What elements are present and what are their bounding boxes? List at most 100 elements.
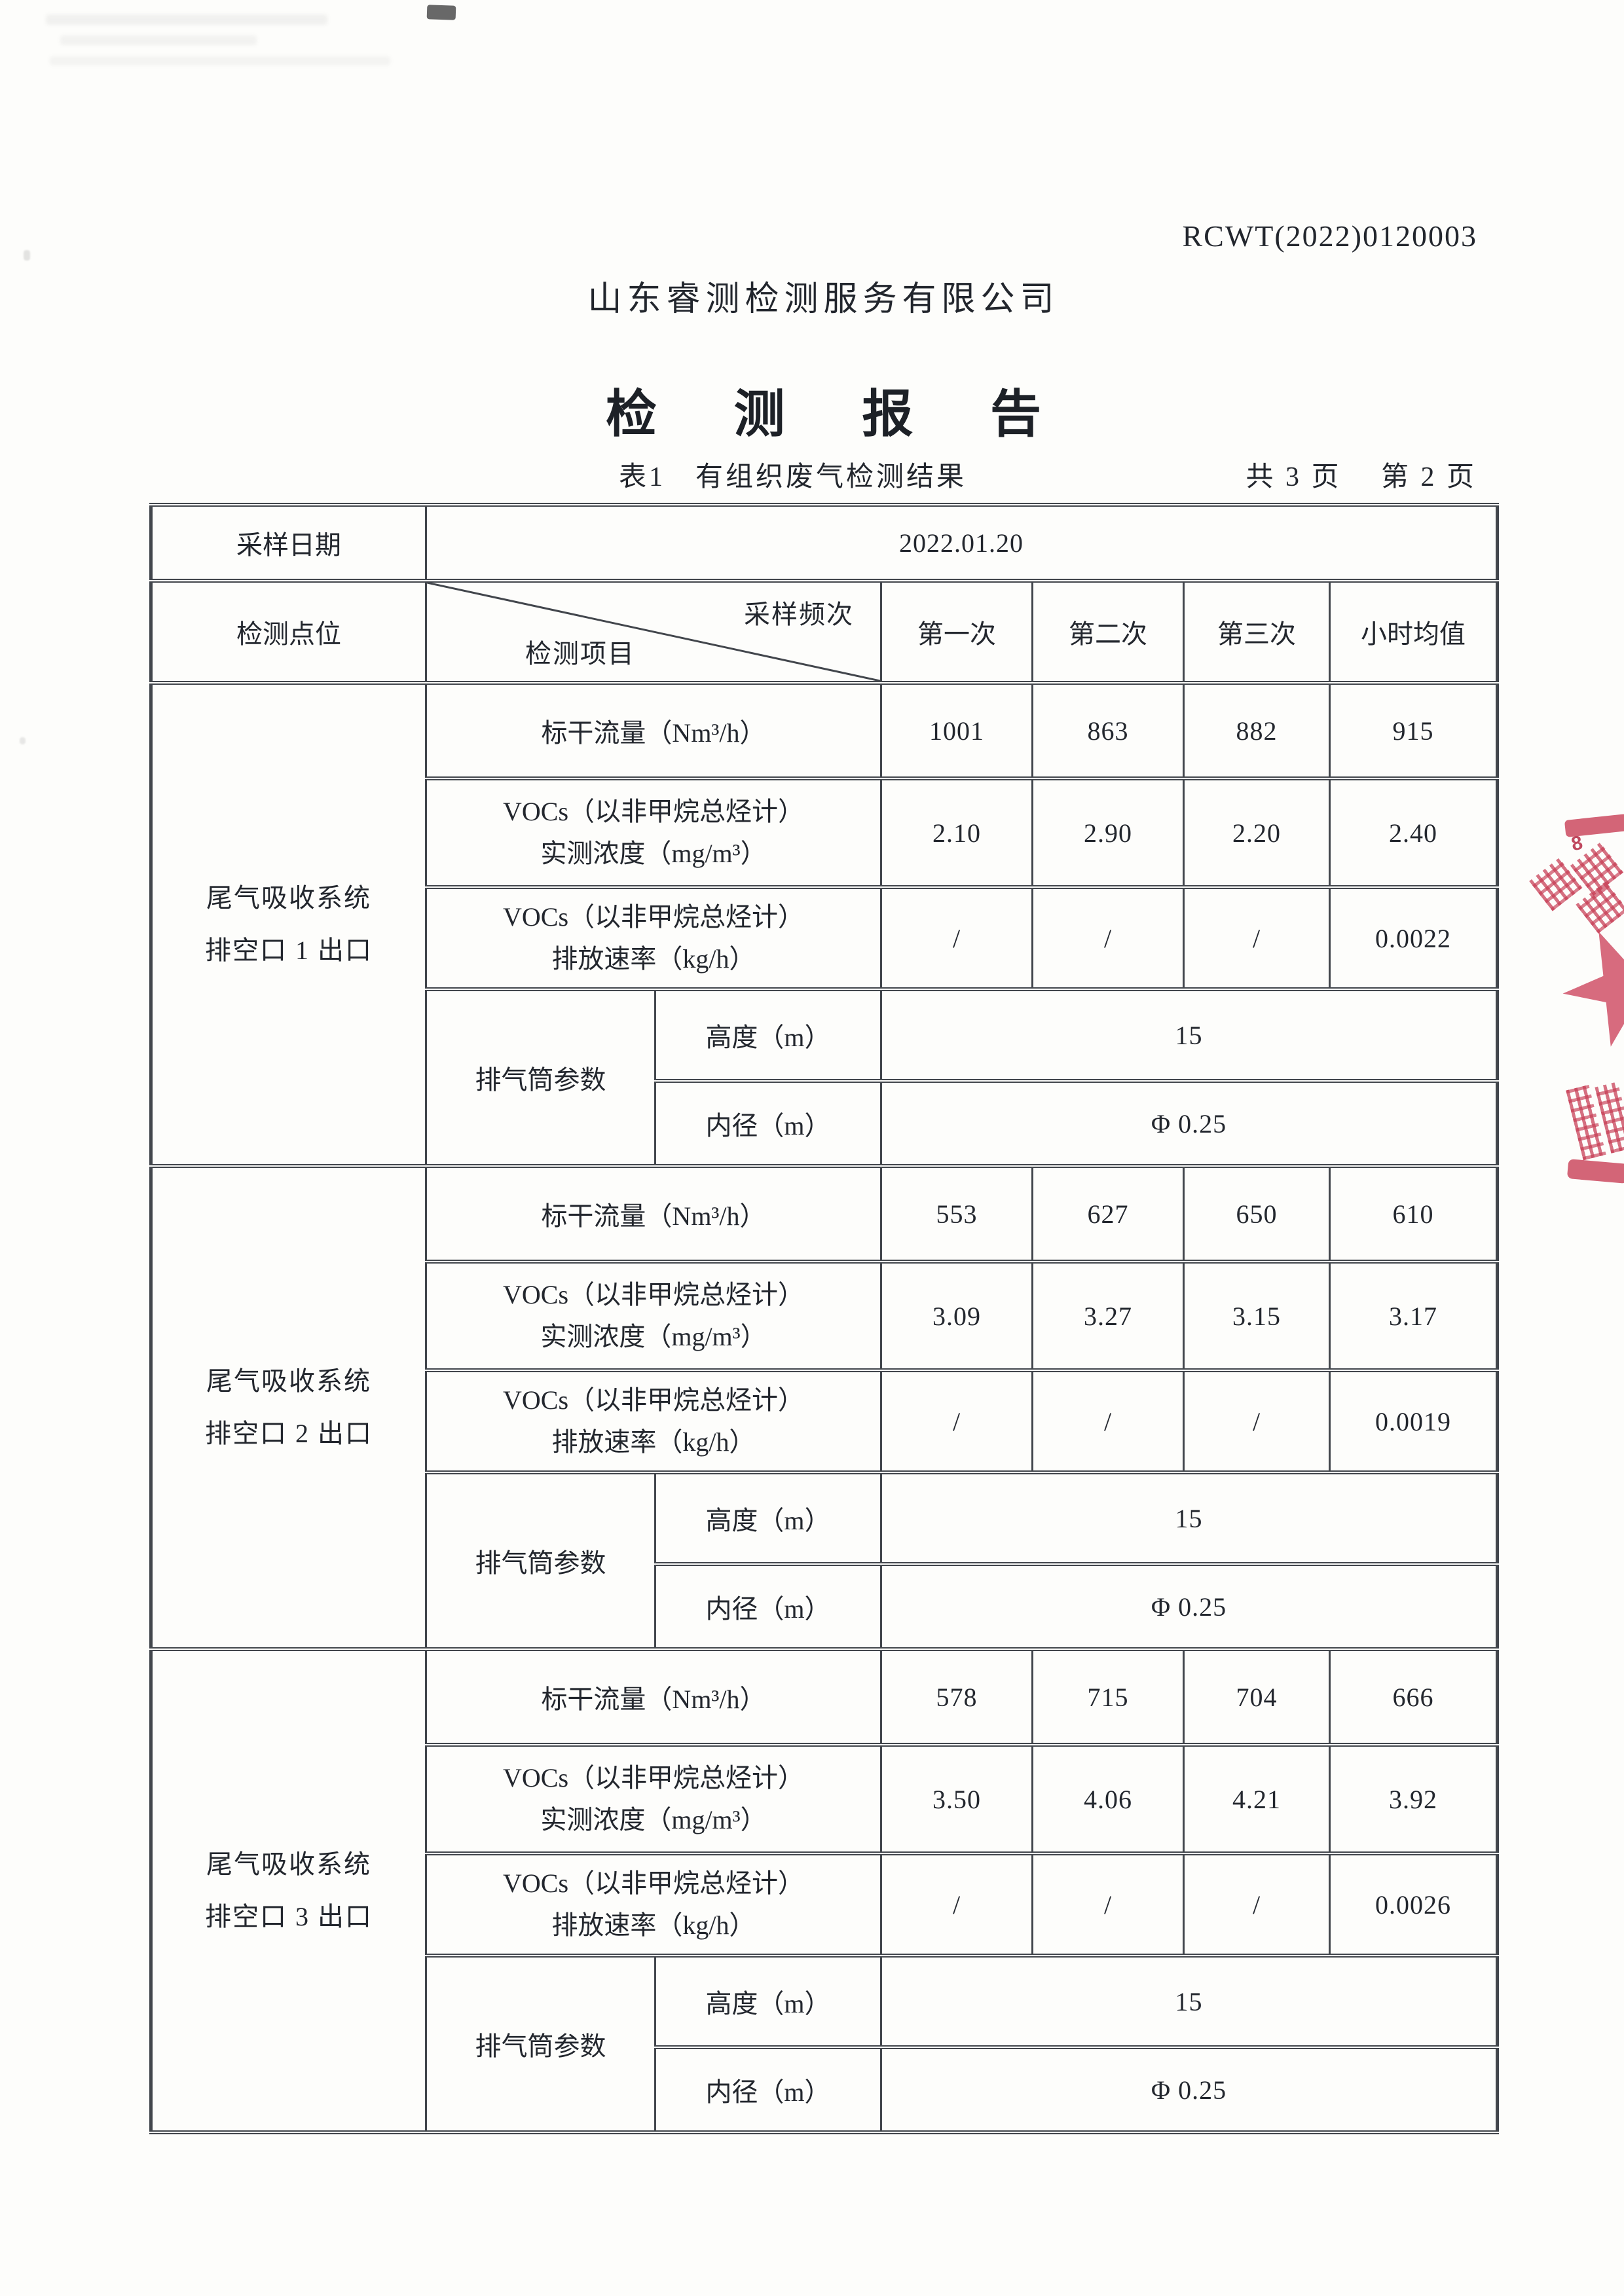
table-row: 内径（m） Φ 0.25 xyxy=(151,1079,1499,1168)
vocs-label-line2: 排放速率（kg/h） xyxy=(551,1910,756,1940)
rate-value: / xyxy=(880,1851,1033,1958)
flow-value: 650 xyxy=(1183,1164,1331,1264)
conc-value: 2.20 xyxy=(1183,776,1331,889)
height-label: 高度（m） xyxy=(654,1954,882,2049)
rate-value: / xyxy=(1183,1368,1331,1474)
monitor-point-line2: 排空口 1 出口 xyxy=(205,936,373,965)
table-row: 尾气吸收系统 排空口 3 出口 标干流量（Nm³/h） 578 715 704 … xyxy=(150,1647,1499,2134)
vocs-label-line2: 排放速率（kg/h） xyxy=(551,944,756,974)
page-number-info: 共 3 页 第 2 页 xyxy=(1246,462,1477,492)
conc-value: 2.40 xyxy=(1328,776,1499,889)
flow-value: 915 xyxy=(1328,681,1499,780)
stack-params-label: 排气筒参数 xyxy=(425,1954,656,2134)
table-row: 排气筒参数 高度（m） 15 xyxy=(151,1954,1499,2134)
conc-value: 3.09 xyxy=(880,1260,1033,1372)
flow-value: 704 xyxy=(1183,1647,1331,1747)
table-row: VOCs（以非甲烷总烃计） 排放速率（kg/h） / / / 0.0026 xyxy=(151,1851,1499,1958)
scan-speck xyxy=(24,250,30,261)
flow-value: 627 xyxy=(1031,1164,1185,1264)
flow-value: 553 xyxy=(880,1164,1033,1264)
table-row: 排气筒参数 高度（m） 15 xyxy=(151,1470,1499,1651)
vocs-concentration-label: VOCs（以非甲烷总烃计） 实测浓度（mg/m³） xyxy=(425,776,882,889)
sampling-date-label: 采样日期 xyxy=(150,503,427,583)
flow-label: 标干流量（Nm³/h） xyxy=(425,1647,882,1747)
results-table: 采样日期 2022.01.20 检测点位 采样频次 检测项目 第一次 第二次 第… xyxy=(149,503,1500,2134)
vocs-label-line1: VOCs（以非甲烷总烃计） xyxy=(502,902,805,932)
vocs-label-line1: VOCs（以非甲烷总烃计） xyxy=(502,797,805,826)
freq-header-avg: 小时均值 xyxy=(1328,579,1499,685)
rate-value: / xyxy=(1183,1851,1331,1958)
report-number: RCWT(2022)0120003 xyxy=(1182,219,1477,253)
conc-value: 2.90 xyxy=(1031,776,1185,889)
monitor-point-line2: 排空口 3 出口 xyxy=(205,1902,373,1931)
diameter-label: 内径（m） xyxy=(654,1079,882,1168)
scan-speck xyxy=(20,737,26,744)
bleedthrough-artifact xyxy=(46,14,327,25)
table-row: 尾气吸收系统 排空口 1 出口 标干流量（Nm³/h） 1001 863 882… xyxy=(150,681,1499,1168)
vocs-concentration-label: VOCs（以非甲烷总烃计） 实测浓度（mg/m³） xyxy=(425,1743,882,1855)
sampling-date-value: 2022.01.20 xyxy=(424,503,1499,583)
rate-value: / xyxy=(880,885,1033,991)
point-column-label: 检测点位 xyxy=(150,579,427,685)
rate-value: / xyxy=(1183,885,1331,991)
table-row: VOCs（以非甲烷总烃计） 实测浓度（mg/m³） 3.50 4.06 4.21… xyxy=(151,1743,1499,1855)
vocs-rate-label: VOCs（以非甲烷总烃计） 排放速率（kg/h） xyxy=(425,1368,882,1474)
monitor-point-2: 尾气吸收系统 排空口 2 出口 xyxy=(150,1164,427,1651)
diameter-value: Φ 0.25 xyxy=(879,1562,1499,1651)
rate-value: 0.0026 xyxy=(1328,1851,1499,1958)
flow-label: 标干流量（Nm³/h） xyxy=(425,681,882,780)
monitor-point-line1: 尾气吸收系统 xyxy=(206,883,371,913)
flow-label: 标干流量（Nm³/h） xyxy=(425,1164,882,1264)
height-value: 15 xyxy=(879,987,1499,1083)
vocs-label-line1: VOCs（以非甲烷总烃计） xyxy=(502,1280,805,1309)
conc-value: 4.06 xyxy=(1031,1743,1185,1855)
flow-value: 715 xyxy=(1031,1647,1185,1747)
diag-header-item: 检测项目 xyxy=(525,639,635,668)
company-name: 山东睿测检测服务有限公司 xyxy=(587,281,1060,318)
vocs-rate-label: VOCs（以非甲烷总烃计） 排放速率（kg/h） xyxy=(425,1851,882,1958)
rate-value: / xyxy=(1031,885,1185,991)
flow-value: 863 xyxy=(1031,681,1185,780)
conc-value: 3.50 xyxy=(880,1743,1033,1855)
vocs-label-line1: VOCs（以非甲烷总烃计） xyxy=(502,1868,805,1898)
monitor-point-3: 尾气吸收系统 排空口 3 出口 xyxy=(150,1647,427,2134)
vocs-label-line2: 实测浓度（mg/m³） xyxy=(540,1322,767,1351)
rate-value: 0.0019 xyxy=(1328,1368,1499,1474)
flow-value: 666 xyxy=(1328,1647,1499,1747)
monitor-point-1: 尾气吸收系统 排空口 1 出口 xyxy=(150,681,427,1168)
seal-text-fragment-lower xyxy=(1566,1078,1624,1164)
conc-value: 3.15 xyxy=(1183,1260,1331,1372)
diameter-value: Φ 0.25 xyxy=(879,2045,1499,2134)
table-row: 尾气吸收系统 排空口 2 出口 标干流量（Nm³/h） 553 627 650 … xyxy=(150,1164,1499,1651)
height-label: 高度（m） xyxy=(654,987,882,1083)
diagonal-line xyxy=(427,583,880,681)
report-title: 检 测 报 告 xyxy=(605,385,1073,443)
vocs-label-line2: 实测浓度（mg/m³） xyxy=(540,839,767,868)
vocs-concentration-label: VOCs（以非甲烷总烃计） 实测浓度（mg/m³） xyxy=(425,1260,882,1372)
height-label: 高度（m） xyxy=(654,1470,882,1566)
flow-value: 1001 xyxy=(880,681,1033,780)
vocs-label-line1: VOCs（以非甲烷总烃计） xyxy=(502,1763,805,1793)
conc-value: 2.10 xyxy=(880,776,1033,889)
stack-params-label: 排气筒参数 xyxy=(425,987,656,1168)
conc-value: 3.92 xyxy=(1328,1743,1499,1855)
bleedthrough-artifact xyxy=(50,56,390,65)
table-row: 内径（m） Φ 0.25 xyxy=(151,1562,1499,1651)
diameter-label: 内径（m） xyxy=(654,2045,882,2134)
rate-value: / xyxy=(1031,1851,1185,1958)
freq-header-2: 第二次 xyxy=(1031,579,1185,685)
bleedthrough-artifact xyxy=(60,35,257,45)
diagonal-header-cell: 采样频次 检测项目 xyxy=(425,579,882,685)
table-caption: 表1 有组织废气检测结果 xyxy=(619,462,967,492)
vocs-label-line2: 实测浓度（mg/m³） xyxy=(540,1805,767,1834)
monitor-point-line2: 排空口 2 出口 xyxy=(205,1419,373,1448)
diameter-value: Φ 0.25 xyxy=(879,1079,1499,1168)
table-row: 排气筒参数 高度（m） 15 xyxy=(151,987,1499,1168)
conc-value: 4.21 xyxy=(1183,1743,1331,1855)
flow-value: 578 xyxy=(880,1647,1033,1747)
header-row: 检测点位 采样频次 检测项目 第一次 第二次 第三次 小时均值 xyxy=(150,579,1499,685)
seal-stroke xyxy=(1576,881,1624,934)
vocs-label-line1: VOCs（以非甲烷总烃计） xyxy=(502,1385,805,1415)
monitor-point-line1: 尾气吸收系统 xyxy=(206,1366,371,1396)
